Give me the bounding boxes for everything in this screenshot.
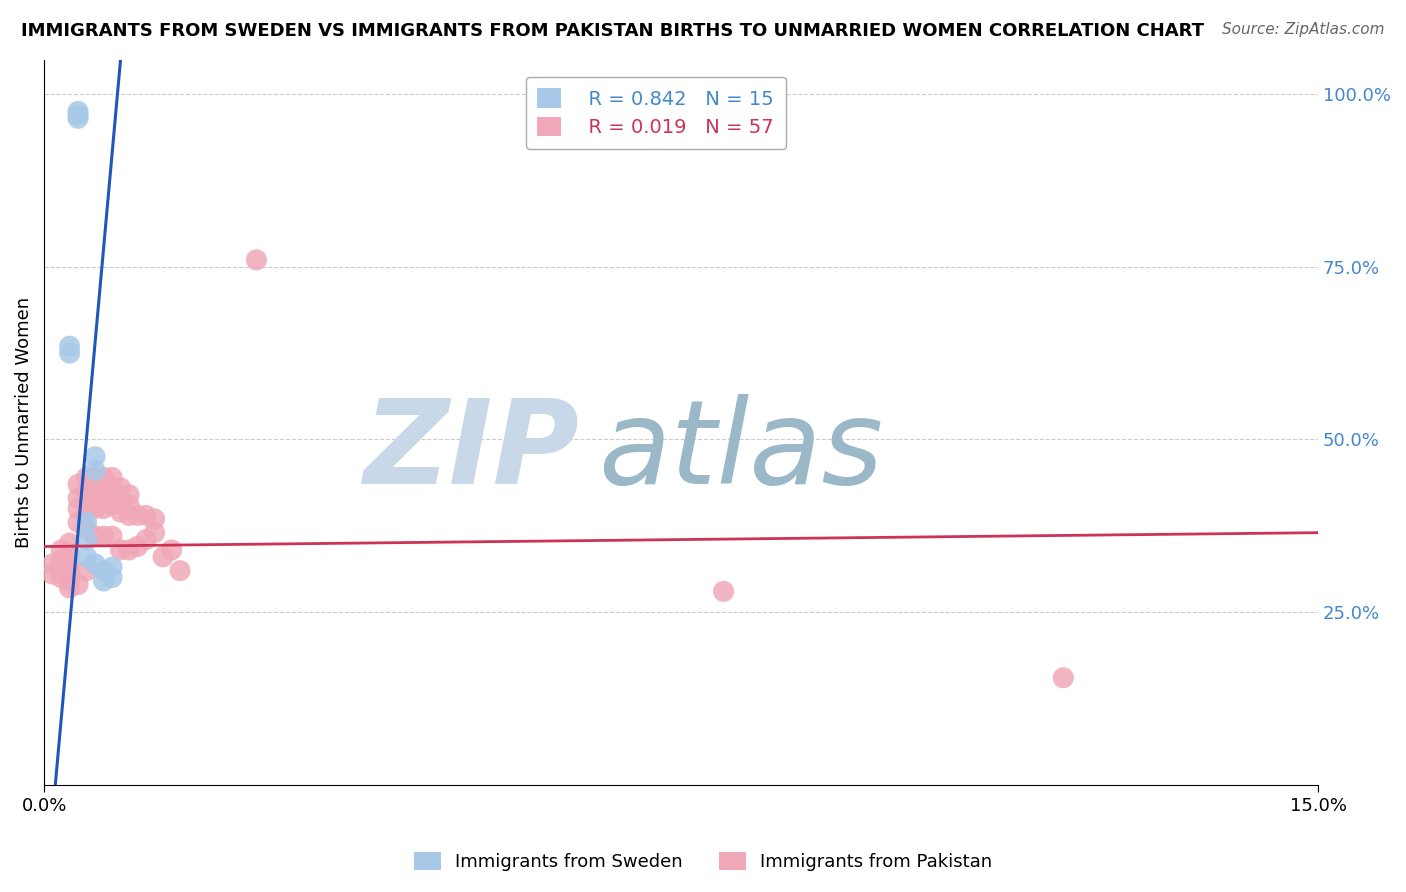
Point [84,481,107,495]
Point [76,516,98,530]
Legend:   R = 0.842   N = 15,   R = 0.019   N = 57: R = 0.842 N = 15, R = 0.019 N = 57 [526,77,786,149]
Point [127,508,149,523]
Text: Source: ZipAtlas.com: Source: ZipAtlas.com [1222,22,1385,37]
Point [67,491,90,505]
Point [118,488,141,502]
Point [143,512,166,526]
Point [93,574,115,588]
Point [58,339,80,353]
Point [93,529,115,543]
Point [713,584,735,599]
Point [84,557,107,571]
Point [101,481,124,495]
Text: IMMIGRANTS FROM SWEDEN VS IMMIGRANTS FROM PAKISTAN BIRTHS TO UNMARRIED WOMEN COR: IMMIGRANTS FROM SWEDEN VS IMMIGRANTS FRO… [21,22,1204,40]
Point [84,529,107,543]
Point [41,567,63,582]
Point [93,501,115,516]
Point [101,560,124,574]
Point [101,529,124,543]
Point [67,577,90,591]
Point [41,557,63,571]
Point [110,494,132,508]
Point [101,570,124,584]
Point [118,508,141,523]
Point [67,112,90,126]
Point [93,481,115,495]
Point [67,516,90,530]
Legend: Immigrants from Sweden, Immigrants from Pakistan: Immigrants from Sweden, Immigrants from … [406,845,1000,879]
Point [143,525,166,540]
Point [135,508,157,523]
Point [84,501,107,516]
Point [67,477,90,491]
Point [49,543,72,558]
Point [76,491,98,505]
Point [67,501,90,516]
Point [49,553,72,567]
Point [93,470,115,484]
Point [160,543,183,558]
Point [135,533,157,547]
Point [110,481,132,495]
Point [58,581,80,595]
Point [76,522,98,536]
Point [127,540,149,554]
Point [84,450,107,464]
Point [93,564,115,578]
Y-axis label: Births to Unmarried Women: Births to Unmarried Women [15,297,32,548]
Point [76,549,98,564]
Point [58,546,80,560]
Point [152,549,174,564]
Text: ZIP: ZIP [363,393,579,508]
Point [84,470,107,484]
Point [245,252,267,267]
Point [76,470,98,484]
Point [76,564,98,578]
Point [76,484,98,499]
Point [110,543,132,558]
Point [49,560,72,574]
Point [67,104,90,119]
Point [76,505,98,519]
Point [84,463,107,477]
Point [110,505,132,519]
Point [76,533,98,547]
Point [1052,671,1074,685]
Point [93,491,115,505]
Point [58,574,80,588]
Point [118,543,141,558]
Point [101,498,124,512]
Point [58,567,80,582]
Point [49,570,72,584]
Point [118,498,141,512]
Point [58,536,80,550]
Point [84,491,107,505]
Point [58,346,80,360]
Point [169,564,191,578]
Point [67,108,90,122]
Point [58,557,80,571]
Point [101,470,124,484]
Text: atlas: atlas [599,394,883,508]
